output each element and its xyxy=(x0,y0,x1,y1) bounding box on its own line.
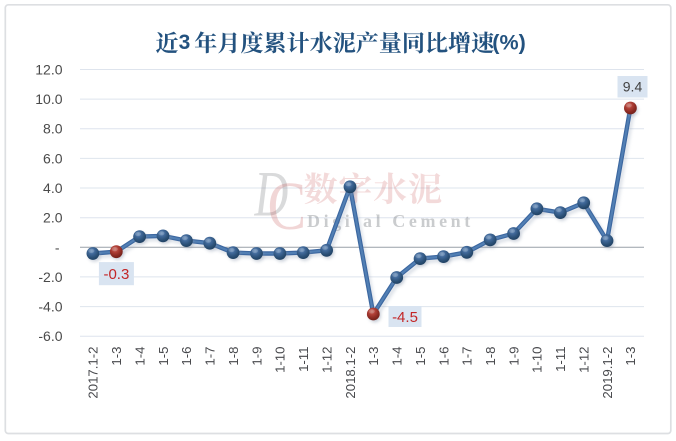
svg-text:1-12: 1-12 xyxy=(319,347,334,373)
svg-text:1-9: 1-9 xyxy=(506,347,521,366)
svg-text:6.0: 6.0 xyxy=(43,150,63,166)
svg-text:1-7: 1-7 xyxy=(203,347,218,366)
svg-text:C: C xyxy=(268,167,307,244)
svg-text:Digital Cement: Digital Cement xyxy=(307,211,474,231)
svg-text:2018.1-2: 2018.1-2 xyxy=(343,347,358,399)
svg-text:1-5: 1-5 xyxy=(156,347,171,366)
svg-text:-6.0: -6.0 xyxy=(38,328,62,344)
svg-text:2019.1-2: 2019.1-2 xyxy=(600,347,615,399)
svg-text:1-11: 1-11 xyxy=(553,347,568,372)
svg-text:2.0: 2.0 xyxy=(43,210,63,226)
svg-text:1-6: 1-6 xyxy=(179,347,194,366)
svg-text:D: D xyxy=(254,159,289,230)
svg-text:1-10: 1-10 xyxy=(273,347,288,373)
svg-text:1-6: 1-6 xyxy=(436,347,451,366)
svg-text:1-5: 1-5 xyxy=(413,347,428,366)
svg-text:-4.5: -4.5 xyxy=(392,309,418,326)
svg-text:1-9: 1-9 xyxy=(249,347,264,366)
svg-text:1-7: 1-7 xyxy=(460,347,475,366)
svg-text:8.0: 8.0 xyxy=(43,121,63,137)
svg-text:1-3: 1-3 xyxy=(623,347,638,366)
svg-text:1-12: 1-12 xyxy=(577,347,592,373)
svg-text:(%): (%) xyxy=(492,30,525,54)
svg-text:-4.0: -4.0 xyxy=(38,299,62,315)
svg-text:-2.0: -2.0 xyxy=(38,269,62,285)
svg-text:10.0: 10.0 xyxy=(35,91,62,107)
svg-text:1-11: 1-11 xyxy=(296,347,311,372)
svg-text:1-10: 1-10 xyxy=(530,347,545,373)
svg-text:1-4: 1-4 xyxy=(132,347,147,366)
svg-text:1-3: 1-3 xyxy=(109,347,124,366)
svg-text:2017.1-2: 2017.1-2 xyxy=(86,347,101,399)
svg-text:-0.3: -0.3 xyxy=(103,266,129,283)
svg-text:1-8: 1-8 xyxy=(483,347,498,366)
svg-text:1-3: 1-3 xyxy=(366,347,381,366)
svg-text:1-8: 1-8 xyxy=(226,347,241,366)
svg-text:12.0: 12.0 xyxy=(35,62,62,78)
svg-text:4.0: 4.0 xyxy=(43,180,63,196)
svg-text:3: 3 xyxy=(179,31,191,54)
svg-text:9.4: 9.4 xyxy=(623,79,643,95)
svg-text:1-4: 1-4 xyxy=(390,347,405,366)
svg-text:-: - xyxy=(55,239,60,255)
